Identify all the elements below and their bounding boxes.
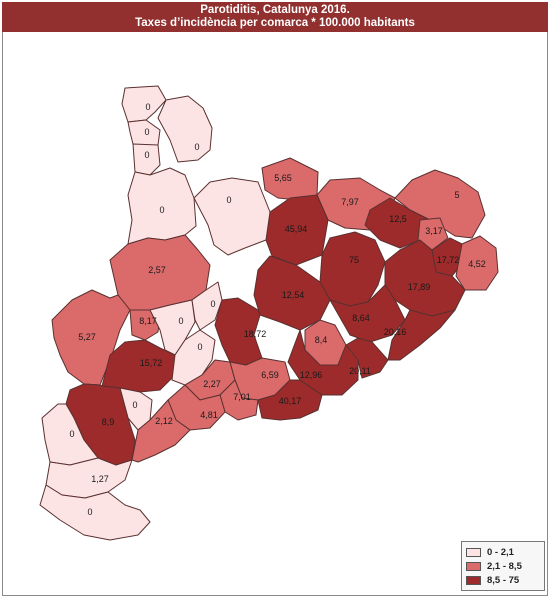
- comarca-1-value: 0: [145, 102, 150, 112]
- comarca-1: [121, 85, 167, 123]
- comarca-22: [191, 281, 223, 331]
- comarca-20-value: 8,17: [139, 316, 157, 326]
- comarca-34: [257, 379, 323, 421]
- comarca-41-value: 0: [87, 507, 92, 517]
- comarca-40: [45, 457, 133, 499]
- comarca-21-value: 0: [178, 316, 183, 326]
- comarca-22-value: 0: [210, 299, 215, 309]
- comarca-35-value: 4,81: [200, 410, 218, 420]
- comarca-8-value: 5: [454, 190, 459, 200]
- comarca-5-value: 0: [159, 205, 164, 215]
- comarca-38: [131, 399, 191, 463]
- comarca-28-value: 0: [197, 342, 202, 352]
- comarca-39: [41, 403, 99, 466]
- comarca-19: [51, 289, 131, 386]
- comarca-31: [287, 329, 359, 396]
- comarca-15-value: 17,72: [437, 255, 460, 265]
- legend-label-low: 0 - 2,1: [487, 546, 514, 558]
- comarca-41: [39, 484, 151, 541]
- comarca-2: [157, 95, 213, 163]
- comarca-16-value: 4,52: [468, 259, 486, 269]
- comarca-27-value: 15,72: [140, 358, 163, 368]
- legend-swatch-high: [466, 575, 481, 585]
- comarca-9-value: 45,94: [285, 224, 308, 234]
- comarca-7-value: 7,97: [341, 197, 359, 207]
- comarca-2-value: 0: [194, 142, 199, 152]
- comarca-16: [455, 235, 499, 291]
- comarca-31-value: 12,96: [300, 370, 323, 380]
- legend-swatch-mid: [466, 561, 481, 571]
- comarca-23-value: 18,72: [244, 329, 267, 339]
- map-title: Parotiditis, Catalunya 2016. Taxes d’inc…: [2, 2, 548, 32]
- comarca-12-value: 0: [226, 195, 231, 205]
- legend-label-mid: 2,1 - 8,5: [487, 560, 522, 572]
- comarca-4: [132, 143, 161, 176]
- comarca-29-value: 2,27: [203, 379, 221, 389]
- comarca-26-value: 8,4: [315, 335, 328, 345]
- comarca-33-value: 7,01: [233, 392, 251, 402]
- legend-item-high: 8,5 - 75: [466, 573, 540, 587]
- comarca-28: [171, 329, 216, 386]
- comarca-10-value: 12,5: [389, 214, 407, 224]
- comarca-39-value: 0: [69, 429, 74, 439]
- title-line-2: Taxes d’incidència per comarca * 100.000…: [135, 17, 415, 29]
- comarca-24-value: 8,64: [352, 313, 370, 323]
- comarca-37-value: 8,9: [102, 417, 115, 427]
- comarca-6-value: 5,65: [274, 173, 292, 183]
- legend-label-high: 8,5 - 75: [487, 574, 520, 586]
- comarca-11: [417, 217, 449, 251]
- comarca-14-value: 75: [349, 255, 359, 265]
- comarca-17-value: 17,89: [408, 282, 431, 292]
- legend: 0 - 2,1 2,1 - 8,5 8,5 - 75: [461, 541, 545, 591]
- comarca-13-value: 2,57: [148, 265, 166, 275]
- comarca-38-value: 2,12: [155, 416, 173, 426]
- comarca-3-value: 0: [144, 127, 149, 137]
- comarca-12: [193, 177, 271, 256]
- comarca-25-value: 20,16: [384, 327, 407, 337]
- comarca-11-value: 3,17: [425, 226, 443, 236]
- comarca-4-value: 0: [144, 150, 149, 160]
- title-line-1: Parotiditis, Catalunya 2016.: [200, 4, 350, 16]
- comarca-32: [345, 337, 389, 379]
- comarca-25: [387, 309, 456, 361]
- legend-item-mid: 2,1 - 8,5: [466, 559, 540, 573]
- comarca-40-value: 1,27: [91, 474, 109, 484]
- legend-swatch-low: [466, 547, 481, 557]
- comarca-32-value: 20,11: [349, 366, 371, 376]
- comarca-33: [219, 379, 259, 421]
- comarca-36-value: 0: [132, 400, 137, 410]
- comarca-30-value: 6,59: [261, 370, 279, 380]
- comarca-19-value: 5,27: [78, 332, 96, 342]
- comarca-34-value: 40,17: [279, 396, 302, 406]
- comarca-18-value: 12,54: [282, 290, 305, 300]
- legend-item-low: 0 - 2,1: [466, 545, 540, 559]
